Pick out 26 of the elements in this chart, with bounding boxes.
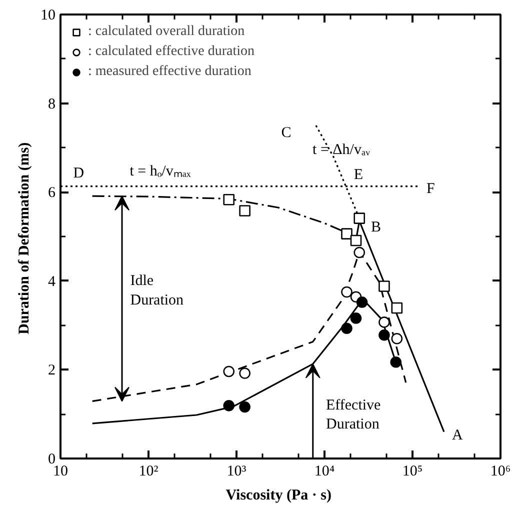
x-axis-title: Viscosity (Pa · s)	[226, 488, 332, 504]
y-tick-label: 0	[48, 452, 56, 468]
annotation: D	[73, 165, 84, 182]
annotation: Idle Duration	[130, 273, 184, 308]
y-tick-label: 6	[48, 185, 56, 202]
annotation: F	[426, 180, 435, 197]
annotation: B	[371, 220, 382, 236]
legend-label: : measured effective duration	[88, 64, 252, 80]
y-tick-label: 4	[48, 274, 56, 290]
annotation: Effective Duration	[326, 397, 382, 433]
annotation: A	[452, 427, 464, 444]
x-tick-label: 10⁶	[490, 464, 511, 480]
y-tick-label: 10	[40, 8, 56, 24]
legend-label: : calculated effective duration	[88, 44, 254, 60]
x-tick-label: 10²	[138, 464, 159, 480]
legend-label: : calculated overall duration	[88, 24, 245, 40]
x-tick-label: 10⁴	[314, 464, 335, 480]
y-tick-label: 2	[48, 362, 56, 379]
annotation: t = hₒ/vₘₐₓ	[130, 164, 192, 180]
annotation: C	[281, 125, 292, 142]
x-tick-label: 10³	[226, 464, 247, 480]
y-tick-label: 8	[48, 96, 56, 112]
x-tick-label: 10⁵	[402, 464, 423, 480]
annotation: t = Δh/vₐᵥ	[312, 142, 371, 158]
annotation: E	[354, 167, 364, 184]
y-axis-title: Duration of Deformation (ms)	[16, 142, 32, 334]
